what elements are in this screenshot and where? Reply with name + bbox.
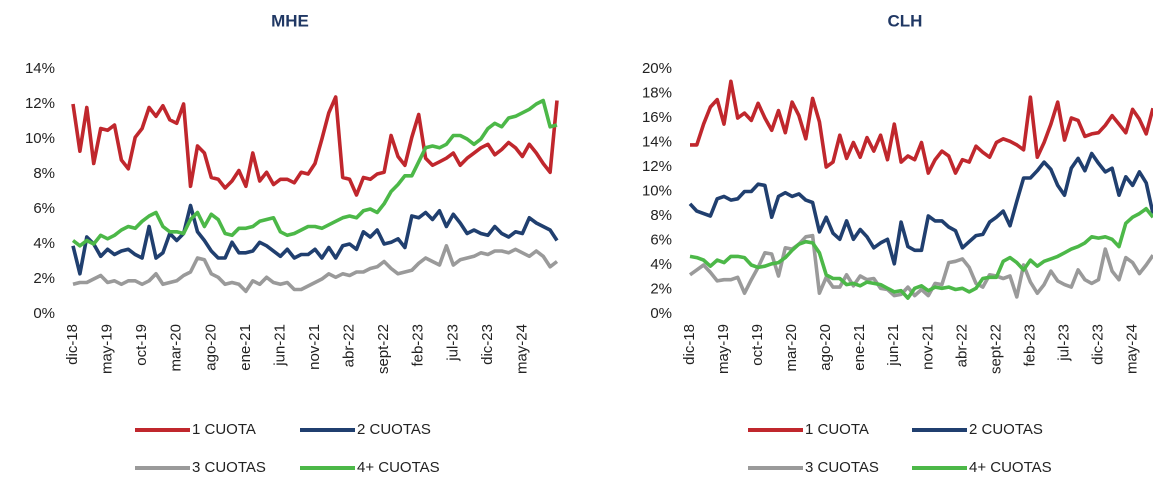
x-tick-label: jun-21 [271, 324, 288, 367]
legend-label: 2 CUOTAS [969, 421, 1043, 438]
x-tick-label: feb-23 [410, 324, 427, 367]
legend-label: 4+ CUOTAS [357, 459, 440, 476]
x-tick-label: sept-22 [987, 324, 1004, 374]
series-line [71, 98, 558, 248]
x-tick-label: mar-20 [168, 324, 185, 372]
chart-title: MHE [271, 11, 309, 30]
x-tick-label: dic-18 [64, 324, 81, 365]
y-tick-label: 20% [642, 60, 672, 77]
y-tick-label: 4% [650, 256, 672, 273]
legend-label: 3 CUOTAS [192, 459, 266, 476]
x-tick-label: mar-20 [783, 324, 800, 372]
chart-title: CLH [888, 11, 923, 30]
x-tick-label: ene-21 [237, 324, 254, 371]
legend-label: 1 CUOTA [805, 421, 869, 438]
legend-label: 2 CUOTAS [357, 421, 431, 438]
y-tick-label: 10% [642, 182, 672, 199]
x-tick-label: may-24 [513, 324, 530, 374]
series-line [71, 95, 559, 197]
x-tick-label: jun-21 [885, 324, 902, 367]
x-tick-label: jul-23 [1055, 324, 1072, 362]
series-line [689, 206, 1153, 300]
y-tick-label: 16% [642, 109, 672, 126]
y-tick-label: 12% [642, 158, 672, 175]
y-tick-label: 14% [642, 133, 672, 150]
x-tick-label: ene-21 [851, 324, 868, 371]
x-tick-label: may-19 [99, 324, 116, 374]
x-tick-label: ago-20 [202, 324, 219, 371]
series-line [72, 244, 559, 294]
legend-label: 3 CUOTAS [805, 459, 879, 476]
y-tick-label: 0% [33, 305, 55, 322]
x-tick-label: dic-18 [681, 324, 698, 365]
x-tick-label: may-24 [1124, 324, 1141, 374]
y-tick-label: 2% [650, 280, 672, 297]
series-line [688, 151, 1153, 266]
series-line [690, 79, 1153, 175]
x-tick-label: dic-23 [1089, 324, 1106, 365]
x-tick-label: feb-23 [1021, 324, 1038, 367]
legend-label: 4+ CUOTAS [969, 459, 1052, 476]
x-tick-label: abr-22 [341, 324, 358, 367]
x-tick-label: abr-22 [953, 324, 970, 367]
y-tick-label: 2% [33, 270, 55, 287]
y-tick-label: 8% [650, 207, 672, 224]
y-tick-label: 8% [33, 165, 55, 182]
x-tick-label: nov-21 [306, 324, 323, 370]
x-tick-label: oct-19 [133, 324, 150, 366]
x-tick-label: nov-21 [919, 324, 936, 370]
y-tick-label: 10% [25, 130, 55, 147]
series-line [688, 233, 1153, 299]
y-tick-label: 4% [33, 235, 55, 252]
series-line [71, 203, 559, 276]
y-tick-label: 6% [33, 200, 55, 217]
y-tick-label: 18% [642, 84, 672, 101]
x-tick-label: may-19 [715, 324, 732, 374]
y-tick-label: 6% [650, 231, 672, 248]
x-tick-label: oct-19 [749, 324, 766, 366]
y-tick-label: 0% [650, 305, 672, 322]
x-tick-label: sept-22 [375, 324, 392, 374]
x-tick-label: ago-20 [817, 324, 834, 371]
y-tick-label: 12% [25, 95, 55, 112]
x-tick-label: dic-23 [479, 324, 496, 365]
y-tick-label: 14% [25, 60, 55, 77]
x-tick-label: jul-23 [444, 324, 461, 362]
legend-label: 1 CUOTA [192, 421, 256, 438]
